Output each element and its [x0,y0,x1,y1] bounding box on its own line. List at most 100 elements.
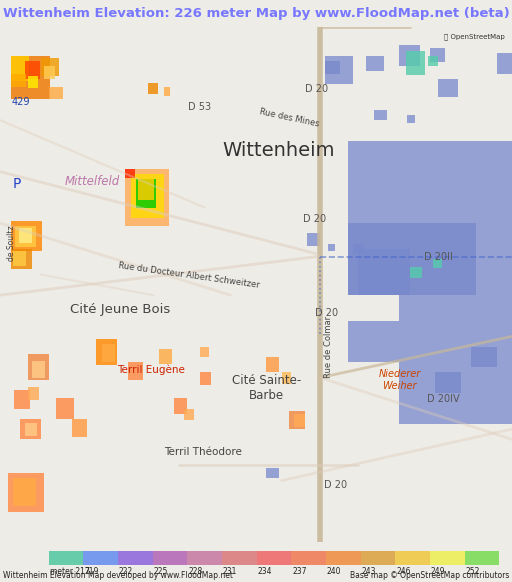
Bar [41,58,59,76]
Text: meter 217: meter 217 [50,567,90,576]
Bar [200,347,209,357]
Text: 234: 234 [258,567,272,576]
Bar [257,551,291,565]
Text: 240: 240 [327,567,342,576]
Bar [266,468,279,478]
Bar [497,53,512,74]
Bar [348,321,399,362]
Text: 246: 246 [396,567,411,576]
Bar [222,551,257,565]
Bar [44,66,55,79]
Text: Cité Sainte-
Barbe: Cité Sainte- Barbe [231,374,301,402]
Text: Terril Eugène: Terril Eugène [117,365,185,375]
Bar [433,259,442,268]
Bar [187,551,222,565]
Bar [471,347,497,367]
Bar [125,169,135,178]
Text: 222: 222 [119,567,133,576]
Bar [25,423,37,436]
Bar [13,251,26,266]
Text: Base map © OpenStreetMap contributors: Base map © OpenStreetMap contributors [350,572,509,580]
Bar [20,419,41,439]
Text: Niederer
Weiher: Niederer Weiher [378,370,420,391]
Bar [96,339,117,365]
Bar [353,244,364,254]
Bar [428,56,438,66]
Text: P: P [13,178,21,191]
Bar [291,551,326,565]
Text: D 20: D 20 [303,215,326,225]
Text: Rue de Colmar: Rue de Colmar [324,315,333,378]
Bar [128,362,143,380]
Text: 429: 429 [11,97,30,107]
Bar [19,228,32,243]
Bar [174,398,187,414]
Bar [307,233,320,246]
Text: 228: 228 [188,567,203,576]
Text: de Soultz: de Soultz [7,226,16,261]
Bar [28,354,49,380]
Text: D 53: D 53 [188,102,211,112]
Bar [406,51,425,75]
Bar [148,83,158,94]
Text: Wittenheim: Wittenheim [223,141,335,161]
Bar [430,551,464,565]
Bar [325,61,340,74]
Text: 231: 231 [223,567,238,576]
Text: Rue du Docteur Albert Schweitzer: Rue du Docteur Albert Schweitzer [118,261,260,290]
Text: Rue des Mines: Rue des Mines [259,107,320,129]
Bar [184,409,194,420]
Text: D 20: D 20 [305,84,328,94]
Text: D 20II: D 20II [424,251,453,261]
Bar [326,551,360,565]
Text: 219: 219 [84,567,99,576]
Bar [118,551,153,565]
Bar [8,473,44,512]
Bar [14,391,30,409]
Bar [407,115,415,123]
Bar [438,79,458,97]
Bar [399,45,420,66]
Text: Wittenheim Elevation: 226 meter Map by www.FloodMap.net (beta): Wittenheim Elevation: 226 meter Map by w… [3,7,509,20]
Text: Cité Jeune Bois: Cité Jeune Bois [70,303,170,315]
Bar [13,478,36,506]
Bar [11,56,29,81]
Bar [83,551,118,565]
Bar [328,244,335,251]
Bar [410,267,422,278]
Text: 249: 249 [431,567,445,576]
Bar [294,414,305,427]
Text: 237: 237 [292,567,307,576]
Bar [289,411,305,429]
Bar [11,249,32,269]
Bar [399,295,512,424]
Bar [153,551,187,565]
Bar [28,76,38,88]
Bar [11,56,50,100]
Bar [348,141,512,295]
Bar [395,551,430,565]
Bar [348,223,476,295]
Text: Terril Théodore: Terril Théodore [164,448,242,457]
Bar [28,387,39,400]
Bar [435,372,461,393]
Bar [360,551,395,565]
Bar [325,56,353,84]
Bar [374,110,387,120]
Bar [159,349,172,364]
Bar [200,372,211,385]
Bar [15,226,36,247]
Bar [49,87,63,100]
Text: D 20IV: D 20IV [426,394,459,404]
Bar [56,398,74,419]
Text: Wittenheim Elevation Map developed by www.FloodMap.net: Wittenheim Elevation Map developed by ww… [3,572,232,580]
Text: 🔍 OpenStreetMap: 🔍 OpenStreetMap [443,34,504,40]
Text: 243: 243 [361,567,376,576]
Text: D 20: D 20 [315,308,338,318]
Bar [164,87,170,96]
Bar [366,56,384,71]
Bar [464,551,499,565]
Text: 252: 252 [465,567,480,576]
Bar [430,48,445,62]
Bar [138,179,154,200]
